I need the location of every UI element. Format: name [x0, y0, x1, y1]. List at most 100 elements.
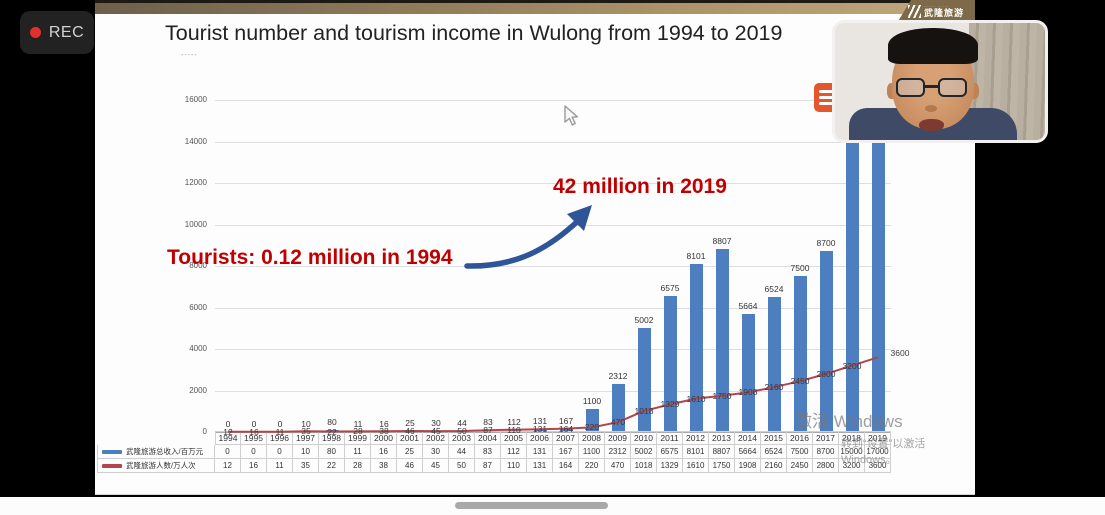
bar-value-label: 8101 [686, 250, 706, 261]
bar-value-label: 5002 [634, 315, 654, 326]
legend-swatch-icon [102, 449, 122, 454]
value-cell: 8807 [709, 445, 735, 459]
y-axis-tick-label: 14000 [184, 136, 207, 146]
value-cell: 0 [241, 445, 267, 459]
value-cell: 2160 [761, 459, 787, 473]
income-bar [689, 263, 703, 432]
y-axis-tick-label: 8000 [189, 261, 207, 270]
line-value-label: 470 [610, 417, 626, 428]
bar-value-label: 1100 [582, 396, 602, 407]
value-cell: 30 [423, 445, 449, 459]
income-bar [637, 328, 651, 432]
value-cell: 2312 [605, 445, 631, 459]
legend-cell: 武隆旅游人数/万人次 [97, 459, 215, 473]
gridline [215, 307, 891, 309]
value-cell: 10 [293, 445, 319, 459]
value-cell: 167 [553, 445, 579, 459]
line-value-label: 3200 [842, 360, 862, 371]
y-axis-tick-label: 6000 [189, 302, 207, 312]
value-cell: 50 [449, 459, 475, 473]
value-cell: 131 [527, 459, 553, 473]
value-cell: 7500 [787, 445, 813, 459]
recording-badge[interactable]: REC [20, 11, 94, 54]
value-cell: 1610 [683, 459, 709, 473]
value-cell: 131 [527, 445, 553, 459]
recording-label: REC [48, 23, 85, 41]
logo-text: 武隆旅游 [923, 8, 964, 18]
value-cell: 110 [501, 459, 527, 473]
bar-value-label: 6575 [660, 282, 680, 293]
bar-value-label: 7500 [790, 263, 810, 274]
y-axis-tick-label: 0 [202, 427, 207, 436]
year-cell: 2015 [761, 431, 787, 445]
slide-title: Tourist number and tourism income in Wul… [165, 21, 783, 45]
gridline [215, 183, 891, 184]
y-axis-tick-label: 4000 [189, 344, 207, 353]
value-cell: 6524 [761, 445, 787, 459]
webcam-overlay[interactable] [832, 20, 1048, 143]
income-bar [871, 79, 885, 432]
gridline [215, 141, 891, 143]
value-cell: 3600 [865, 459, 891, 473]
value-cell: 80 [319, 445, 345, 459]
legend-swatch-icon [102, 463, 122, 468]
value-cell: 44 [449, 445, 475, 459]
value-cell: 2800 [813, 459, 839, 473]
year-cell: 2019 [865, 431, 891, 445]
y-axis-tick-label: 12000 [184, 178, 207, 187]
bar-value-label: 5664 [738, 301, 758, 312]
y-axis-tick-label: 10000 [184, 219, 207, 229]
value-cell: 45 [423, 459, 449, 473]
value-cell: 16 [371, 445, 397, 459]
income-bar [715, 249, 729, 432]
value-cell: 17000 [865, 445, 891, 459]
bar-value-label: 0 [225, 419, 231, 429]
bar-value-label: 2312 [608, 371, 628, 382]
glasses-right-lens [938, 78, 967, 97]
value-cell: 1018 [631, 459, 657, 473]
table-corner-cell [97, 431, 215, 445]
value-cell: 8700 [813, 445, 839, 459]
line-value-label: 3600 [890, 348, 910, 359]
logo-w-icon [907, 5, 921, 18]
income-bar [663, 295, 677, 432]
value-cell: 112 [501, 445, 527, 459]
mouse-cursor-icon [564, 105, 579, 126]
value-cell: 25 [397, 445, 423, 459]
annotation-tourists-1994: Tourists: 0.12 million in 1994 [167, 246, 453, 269]
gridline [215, 349, 891, 350]
legend-cell: 武隆旅游总收入/百万元 [97, 445, 215, 459]
value-cell: 5664 [735, 445, 761, 459]
speaker-nose [925, 105, 937, 112]
slide-banner [95, 3, 975, 14]
value-cell: 1329 [657, 459, 683, 473]
value-cell: 46 [397, 459, 423, 473]
value-cell: 12 [215, 459, 241, 473]
value-cell: 28 [345, 459, 371, 473]
presentation-slide: ····· ····· 武隆旅游 Tourist number and tour… [95, 0, 975, 495]
value-cell: 1750 [709, 459, 735, 473]
year-cell: 2017 [813, 431, 839, 445]
speaker-hair [888, 28, 978, 64]
value-cell: 3200 [839, 459, 865, 473]
value-cell: 470 [605, 459, 631, 473]
value-cell: 0 [215, 445, 241, 459]
year-cell: 2014 [735, 431, 761, 445]
value-cell: 220 [579, 459, 605, 473]
drag-handle[interactable] [455, 502, 608, 509]
value-cell: 22 [319, 459, 345, 473]
value-cell: 164 [553, 459, 579, 473]
y-axis-tick-label: 2000 [189, 385, 207, 395]
recording-dot-icon [29, 27, 41, 38]
bar-value-label: 8807 [712, 236, 732, 247]
wulong-tourism-logo: ····· ····· 武隆旅游 [897, 0, 975, 23]
value-cell: 83 [475, 445, 501, 459]
value-cell: 6575 [657, 445, 683, 459]
value-cell: 0 [267, 445, 293, 459]
speaker-mouth [919, 119, 944, 131]
annotation-tourists-2019: 42 million in 2019 [553, 175, 727, 198]
value-cell: 87 [475, 459, 501, 473]
bar-value-label: 8700 [816, 238, 836, 249]
bar-value-label: 6524 [764, 283, 784, 294]
